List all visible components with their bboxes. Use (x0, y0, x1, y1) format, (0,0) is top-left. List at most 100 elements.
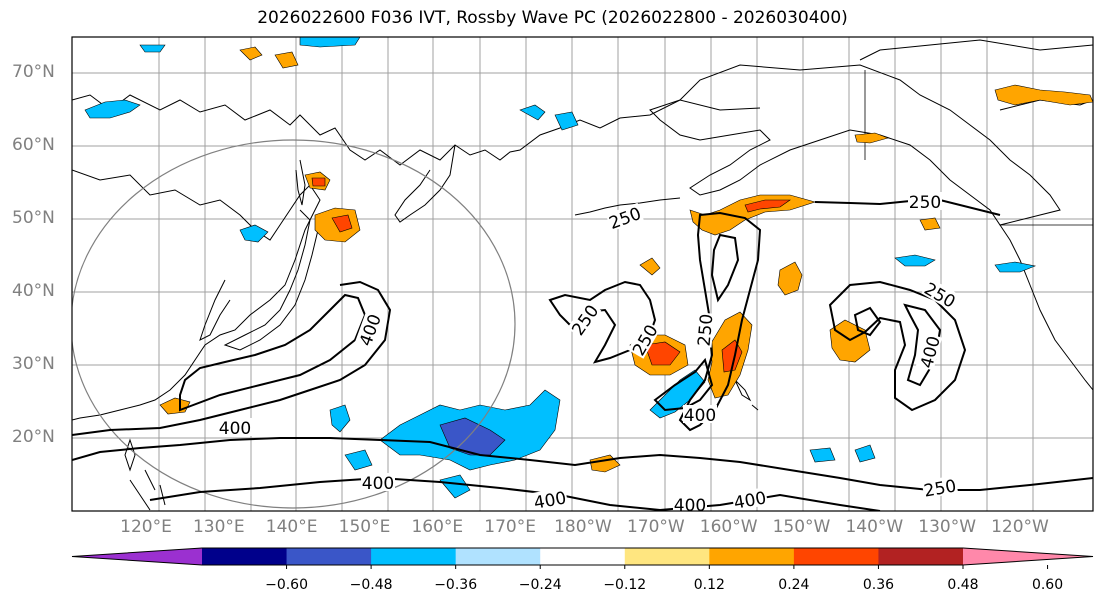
colorbar-segment (709, 548, 795, 565)
colorbar-segment (793, 548, 879, 565)
contour-400 (710, 233, 740, 303)
land-outlines (72, 39, 1093, 511)
longitude-label: 150°W (772, 517, 831, 537)
longitude-label: 160°E (411, 517, 464, 537)
contour-label: 250 (695, 313, 718, 347)
longitude-label: 140°E (265, 517, 318, 537)
ivt-negative-region (809, 444, 876, 463)
contour-400 (179, 293, 367, 412)
latitude-label: 20°N (12, 427, 55, 447)
longitude-label: 160°W (699, 517, 758, 537)
contour-label-background (531, 487, 569, 511)
hawaii (734, 379, 759, 411)
colorbar-tick-label: −0.48 (349, 577, 393, 593)
map-frame (71, 36, 1094, 512)
ivt-negative-region (139, 37, 361, 53)
colorbar-tick-label: −0.36 (434, 577, 478, 593)
colorbar-tick-label: 0.36 (862, 577, 895, 593)
ivt-positive-region (311, 177, 353, 233)
colorbar-segment (202, 548, 288, 565)
contour-label: 400 (219, 419, 251, 439)
coastline-korea (199, 279, 231, 341)
coastline-east-asia (72, 169, 321, 421)
colorbar-segment (371, 548, 457, 565)
contour-label-background (605, 202, 644, 232)
coastline-alaska (649, 64, 1061, 226)
ivt-contours (72, 198, 1093, 511)
ivt-negative-region (329, 404, 471, 499)
longitude-label: 130°E (192, 517, 245, 537)
coastline-japan (223, 209, 319, 351)
ivt-negative-region (519, 104, 579, 131)
coastline-aleutians (574, 197, 681, 216)
contour-label-background (673, 495, 707, 513)
latitude-label: 60°N (12, 135, 55, 155)
longitude-label: 120°W (991, 517, 1049, 537)
contour-label-background (627, 320, 661, 359)
latitude-label: 30°N (12, 354, 55, 374)
contour-400 (149, 476, 881, 511)
latitude-label: 40°N (12, 281, 55, 301)
ivt-positive-region (744, 199, 791, 213)
longitude-label: 140°W (845, 517, 904, 537)
ivt-negative-region (894, 254, 1037, 273)
colorbar-tick-label: 0.60 (1031, 577, 1064, 593)
contour-label: 400 (674, 496, 706, 516)
coastline-north-america-west (999, 224, 1093, 391)
contour-250 (814, 198, 1001, 216)
colorbar-segment (624, 548, 710, 565)
ivt-negative-region (239, 224, 269, 243)
coastline-sakhalin (295, 159, 306, 206)
colorbar-segment (286, 548, 372, 565)
colorbar-tick-label: 0.24 (778, 577, 810, 593)
ivt-positive-region (639, 217, 941, 276)
coastline-kamchatka (394, 144, 456, 223)
figure-title: 2026022600 F036 IVT, Rossby Wave PC (202… (257, 8, 848, 28)
colorbar-tick-label: 0.48 (947, 577, 979, 593)
ivt-positive-region (239, 46, 889, 144)
colorbar (71, 547, 1094, 569)
longitude-label: 180°W (554, 517, 612, 537)
contour-400 (853, 303, 942, 387)
longitude-label: 170°E (484, 517, 536, 537)
colorbar-tick-label: −0.24 (518, 577, 562, 593)
contour-label: 400 (684, 406, 716, 426)
contour-250 (72, 437, 1093, 491)
contour-label-background (693, 312, 715, 348)
latitude-label: 50°N (12, 208, 55, 228)
longitude-label: 130°W (918, 517, 977, 537)
contour-label-background (731, 487, 769, 511)
contour-label-background (908, 192, 942, 210)
colorbar-tick-label: −0.12 (603, 577, 647, 593)
contour-label: 400 (362, 474, 394, 494)
coastline-asia (72, 94, 761, 166)
contour-250 (72, 280, 392, 436)
contour-label-background (683, 405, 717, 423)
ivt-positive-region (777, 261, 803, 296)
contour-label-background (567, 300, 602, 339)
ivt-positive-region (644, 341, 681, 366)
contour-label-background (921, 475, 959, 499)
contour-250 (678, 211, 762, 432)
ivt-positive-region (689, 194, 817, 236)
colorbar-extend-high (963, 548, 1093, 565)
longitude-label: 170°W (626, 517, 685, 537)
latitude-label: 70°N (12, 62, 55, 82)
contour-label-background (361, 473, 395, 491)
ivt-positive-region (994, 84, 1093, 106)
colorbar-outline (71, 547, 1094, 566)
colorbar-tick-label: 0.12 (693, 577, 725, 593)
longitude-label: 150°E (338, 517, 391, 537)
colorbar-tick-label: −0.60 (265, 577, 308, 593)
ivt-negative-region (84, 99, 141, 119)
colorbar-segment (540, 548, 626, 565)
longitude-label: 120°E (120, 517, 172, 537)
range-circle (72, 139, 516, 509)
coastline-philippines (129, 469, 166, 511)
contour-label-background (218, 418, 252, 436)
ivt-negative-region (439, 417, 506, 456)
contour-label: 250 (909, 193, 941, 213)
contour-400 (653, 357, 714, 412)
